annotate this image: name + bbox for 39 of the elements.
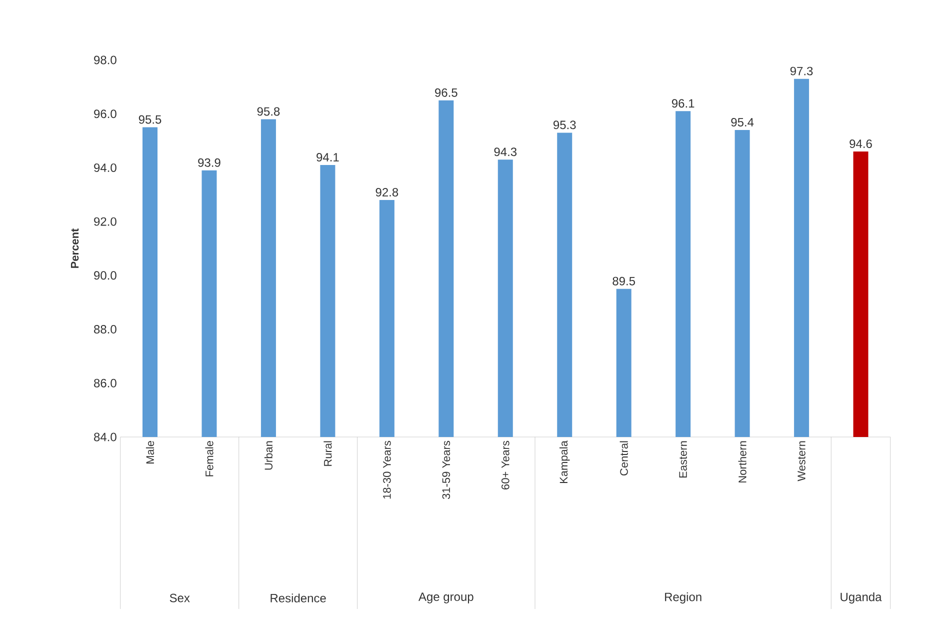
text: Sex [170,594,190,602]
data-label: 95.3 [554,120,576,130]
x-tick-label: Male [146,441,154,464]
x-tick-label: 31-59 Years [442,440,450,500]
x-tick-label: Rural [324,441,332,466]
x-tick-label: Western [798,441,806,482]
x-tick-label: Northern [738,441,746,482]
data-label: 95.5 [138,115,162,124]
data-label: 94.6 [850,140,872,148]
y-tick-label: 98.0 [94,56,116,64]
y-tick-label: 88.0 [94,325,116,334]
text: Age group [418,592,474,604]
data-label: 94.3 [494,148,517,156]
data-label: 95.4 [731,118,754,126]
y-tick-label: 96.0 [94,110,116,118]
y-tick-label: 90.0 [94,271,116,280]
data-label: 92.8 [376,188,398,196]
x-tick-label: 60+ Years [502,440,510,490]
y-tick-label: 94.0 [94,163,116,172]
data-label: 94.1 [316,152,339,162]
y-tick-label: 92.0 [94,217,116,226]
text: Region [665,592,702,604]
data-label: 96.5 [435,88,458,97]
x-tick-label: 18-30 Years [383,440,391,499]
x-tick-label: Eastern [679,441,687,478]
x-tick-label: Kampala [559,440,570,484]
x-tick-label: Female [205,441,214,476]
y-tick-label: 84.0 [94,432,116,442]
data-label: 93.9 [198,158,220,167]
data-label: 95.8 [257,107,280,116]
y-axis-title: Percent [70,228,79,268]
data-label: 96.1 [672,99,694,108]
text: Uganda [840,592,882,604]
y-tick-label: 86.0 [94,378,116,388]
text: Residence [270,594,326,602]
x-tick-label: Urban [264,441,273,470]
data-label: 97.3 [790,66,813,76]
data-label: 89.5 [612,276,636,286]
x-tick-label: Central [620,441,628,476]
